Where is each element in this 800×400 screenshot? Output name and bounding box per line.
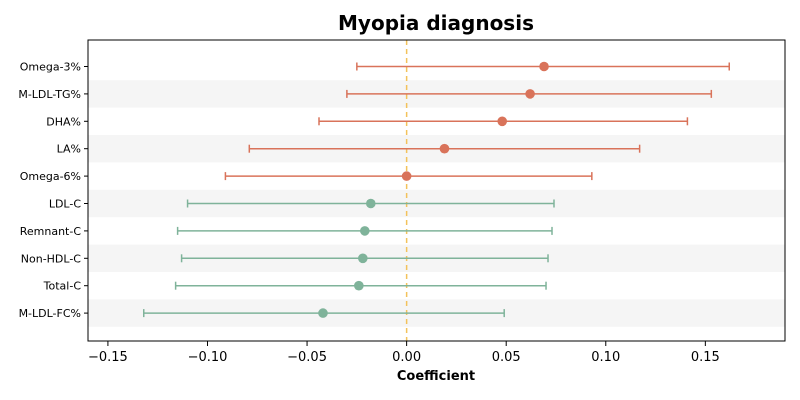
point-estimate: [439, 143, 450, 154]
x-axis-ticks: −0.15 −0.10 −0.05 0.00 0.05 0.10 0.15: [88, 341, 720, 365]
x-tick-label: −0.10: [188, 350, 228, 365]
point-estimate: [358, 253, 368, 264]
point-estimate: [401, 171, 412, 181]
x-tick-label: 0.15: [691, 350, 720, 365]
point-estimate: [360, 226, 370, 236]
y-tick-label: Remnant-C: [20, 225, 82, 238]
y-tick-label: Non-HDL-C: [21, 252, 82, 265]
x-tick-label: −0.15: [88, 350, 128, 365]
point-estimate: [539, 61, 549, 72]
y-axis-ticks: Omega-3% M-LDL-TG% DHA% LA% Omega-6% LDL-C Rem…: [18, 61, 88, 320]
point-estimates: [318, 61, 549, 318]
x-tick-label: −0.05: [287, 350, 327, 365]
x-tick-label: 0.00: [392, 350, 421, 365]
point-estimate: [497, 116, 508, 127]
x-tick-label: 0.05: [492, 350, 521, 365]
point-estimate: [318, 308, 328, 318]
plot-frame: [87, 39, 786, 342]
y-tick-label: Omega-6%: [20, 170, 81, 183]
x-axis-label: Coefficient: [397, 369, 475, 384]
x-tick-label: 0.10: [591, 350, 620, 365]
y-tick-label: LA%: [57, 143, 81, 156]
point-estimate: [525, 89, 535, 99]
point-estimate: [365, 198, 376, 209]
y-tick-label: LDL-C: [49, 198, 82, 211]
y-tick-label: Omega-3%: [20, 61, 81, 74]
y-tick-label: M-LDL-FC%: [19, 307, 81, 320]
y-tick-label: M-LDL-TG%: [18, 88, 81, 101]
point-estimate: [354, 280, 364, 291]
chart-title: Myopia diagnosis: [338, 11, 534, 35]
y-tick-label: DHA%: [46, 115, 81, 128]
y-tick-label: Total-C: [43, 280, 82, 293]
